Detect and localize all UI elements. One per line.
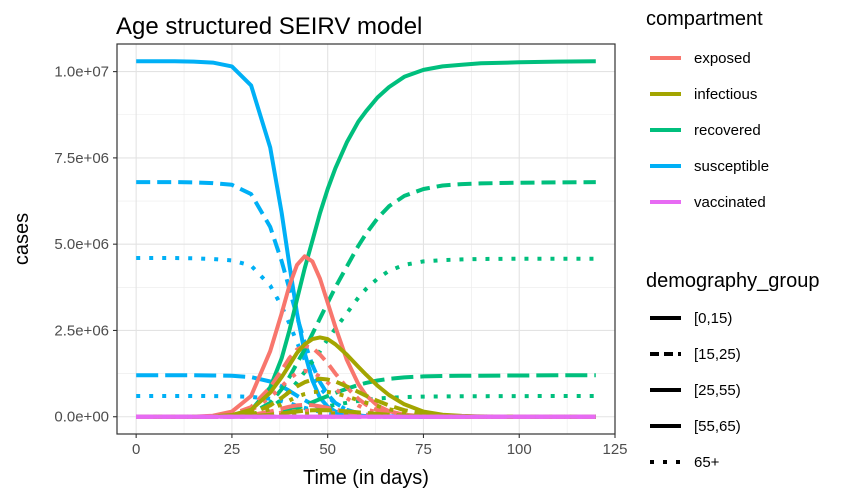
- x-tick-label: 75: [415, 441, 432, 458]
- legend-label-infectious: infectious: [694, 86, 757, 103]
- plot-border: [116, 43, 616, 435]
- y-axis: 0.0e+00 2.5e+06 5.0e+06 7.5e+06 1.0e+07: [54, 64, 117, 426]
- legend-label-recovered: recovered: [694, 122, 761, 139]
- y-tick-label: 5.0e+06: [54, 236, 109, 253]
- demography-group-legend: demography_group [0,15) [15,25) [25,55) [55…: [646, 270, 819, 471]
- x-tick-label: 50: [319, 441, 336, 458]
- series-line-recovered-65+: [136, 394, 596, 419]
- compartment-legend: compartment exposed infectious recovered su…: [646, 8, 769, 211]
- legend-label-exposed: exposed: [694, 50, 751, 67]
- y-axis-title: cases: [11, 213, 33, 265]
- x-tick-label: 100: [507, 441, 532, 458]
- legend-label-susceptible: susceptible: [694, 158, 769, 175]
- legend-label-vaccinated: vaccinated: [694, 194, 766, 211]
- x-axis-title: Time (in days): [303, 467, 429, 489]
- legend-label-group-4: 65+: [694, 454, 720, 471]
- compartment-legend-title: compartment: [646, 8, 763, 30]
- series-line-recovered--25-55-: [136, 256, 596, 419]
- x-tick-label: 25: [224, 441, 241, 458]
- demography-group-legend-title: demography_group: [646, 270, 819, 292]
- x-tick-label: 0: [132, 441, 140, 458]
- y-tick-label: 1.0e+07: [54, 64, 109, 81]
- series-line-susceptible--15-25-: [136, 180, 596, 419]
- chart-title: Age structured SEIRV model: [116, 13, 422, 40]
- series-lines: [136, 59, 596, 419]
- series-line-infectious--25-55-: [136, 389, 596, 419]
- legend-label-group-2: [25,55): [694, 382, 741, 399]
- legend-label-group-3: [55,65): [694, 418, 741, 435]
- legend-label-group-1: [15,25): [694, 346, 741, 363]
- legend-label-group-0: [0,15): [694, 310, 732, 327]
- y-tick-label: 2.5e+06: [54, 322, 109, 339]
- y-tick-label: 0.0e+00: [54, 409, 109, 426]
- y-tick-label: 7.5e+06: [54, 150, 109, 167]
- x-tick-label: 125: [602, 441, 627, 458]
- x-axis: 0 25 50 75 100 125: [132, 434, 628, 458]
